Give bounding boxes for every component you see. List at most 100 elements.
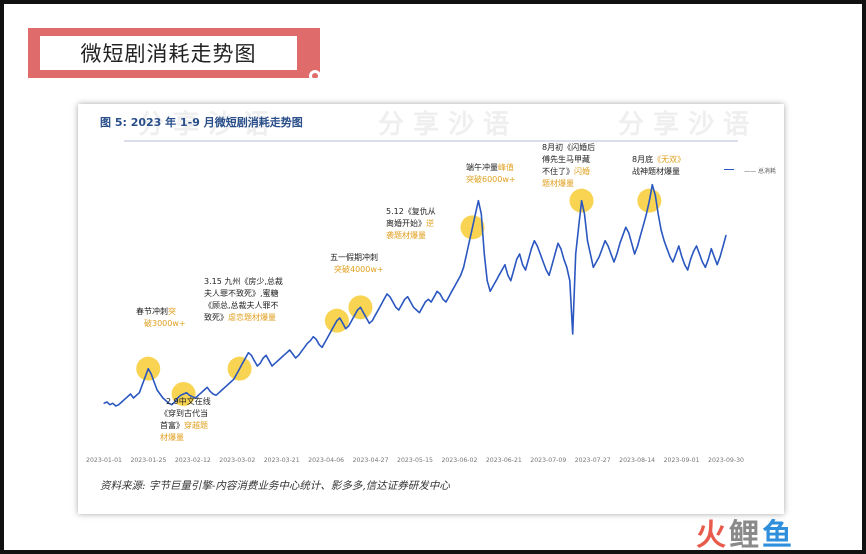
circle-icon [309,70,321,82]
data-point [321,346,323,348]
x-tick-label: 2023-09-30 [708,457,744,464]
data-point [353,314,356,316]
data-point [628,232,630,234]
data-point [351,320,353,322]
series-line [103,183,727,407]
data-point [203,389,205,391]
data-point [300,350,303,352]
data-point [616,253,618,255]
annotation-text: 题材爆量 [542,178,574,188]
data-point [645,213,648,215]
data-point [486,280,488,282]
data-point [713,256,715,258]
annotation-text: 致死》 [204,312,228,322]
data-point [330,330,332,332]
data-point [495,280,497,282]
data-point [126,396,129,398]
x-tick-label: 2023-08-14 [619,457,655,464]
data-point [504,264,506,266]
data-point [345,328,347,330]
logo-part: 火 [696,518,729,553]
data-point [451,290,453,292]
annotation-accent: 逆 [426,218,434,228]
data-point [241,362,244,364]
data-point [109,404,111,406]
data-point [507,274,509,276]
figure-card: 分 享 沙 语 分 享 沙 语 分 享 沙 语 图 5: 2023 年 1-9 … [78,104,784,514]
annotation-text: 夫人罪不致死》,蜜糖 [204,288,279,298]
annotation-text: 3.15 九州《房少,总裁 [204,276,283,286]
data-point [468,240,471,242]
x-tick-label: 2023-06-21 [486,457,522,464]
data-point [666,248,668,250]
data-point [112,402,114,404]
x-tick-label: 2023-02-12 [175,457,211,464]
x-tick-label: 2023-06-02 [441,457,477,464]
svg-text:离婚开始》逆: 离婚开始》逆 [386,218,434,228]
data-point [271,365,273,367]
data-point [607,245,609,247]
data-point [684,264,686,266]
data-point [118,404,120,406]
data-point [601,248,603,250]
data-point [188,394,191,396]
data-point [672,261,674,263]
svg-text:不住了》闪婚: 不住了》闪婚 [542,166,590,176]
annotation-accent: 虐恋题材爆量 [228,312,276,322]
data-point [636,245,639,247]
data-point [536,245,538,247]
data-point [398,309,400,311]
data-point [648,200,650,202]
annotation-text: 春节冲刺 [136,306,168,316]
data-point [527,258,530,260]
data-point [489,290,491,292]
data-point [177,397,179,399]
data-point [589,253,591,255]
data-point [377,309,379,311]
data-point [224,386,226,388]
data-point [389,296,391,298]
data-point [206,386,208,388]
data-point [150,373,152,375]
annotation-accent: 突 [168,306,176,316]
data-point [342,322,344,324]
data-point [412,306,415,308]
annotation-accent: 峰值 [498,162,514,172]
data-point [174,401,176,403]
data-point [483,253,485,255]
svg-text:首富》穿越题: 首富》穿越题 [160,420,208,430]
data-point [165,400,167,402]
data-point [221,389,223,391]
data-point [268,360,270,362]
data-point [132,397,135,399]
annotation-text: 突破6000w+ [466,174,516,184]
data-point [374,314,376,316]
data-point [566,266,568,268]
annotation-text: 5.12《复仇从 [386,206,436,216]
data-point [669,256,671,258]
data-point [545,269,547,271]
data-point [572,333,574,335]
annotation-text: 傅先生马甲藏 [542,154,590,164]
data-point [197,394,199,396]
data-point [103,402,105,404]
annotation-text: 首富》 [160,420,184,430]
data-point [215,394,217,396]
data-point [619,242,621,244]
data-point [592,266,594,268]
data-point [442,298,444,300]
annotation-accent: 《无双》 [653,155,685,164]
x-tick-label: 2023-07-09 [530,457,566,464]
svg-text:致死》虐恋题材爆量: 致死》虐恋题材爆量 [204,312,276,322]
data-point [687,269,689,271]
data-point [710,248,712,250]
data-point [578,226,580,228]
title-banner: 微短剧消耗走势图 [28,28,321,82]
data-point [530,248,533,250]
data-point [292,353,294,355]
svg-text:端午冲量峰值: 端午冲量峰值 [466,162,514,172]
data-point [445,301,447,303]
data-point [625,226,627,228]
x-tick-label: 2023-07-27 [575,457,611,464]
data-point [704,266,706,268]
